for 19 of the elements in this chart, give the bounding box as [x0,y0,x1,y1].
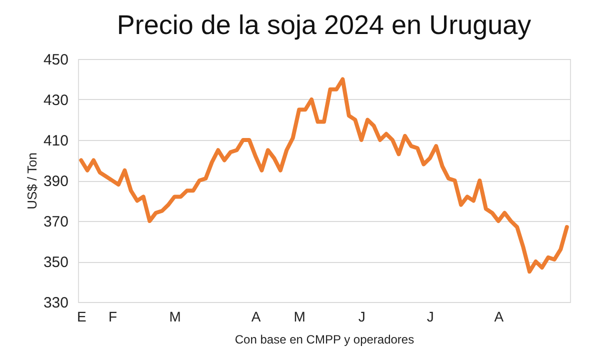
y-axis-title: US$ / Ton [24,152,40,210]
y-tick-label: 410 [43,132,68,150]
y-tick-label: 390 [43,173,68,190]
y-tick-label: 330 [43,294,68,312]
y-tick-label: 350 [43,254,68,271]
x-tick-label: M [294,308,306,324]
y-tick-label: 430 [43,92,68,109]
x-tick-label: E [76,308,86,324]
x-tick-label: A [251,308,262,324]
chart-title: Precio de la soja 2024 en Uruguay [116,10,532,40]
y-tick-label: 450 [43,52,68,68]
x-tick-label: J [358,308,366,324]
x-tick-label: M [169,308,181,324]
x-tick-label: J [426,308,434,324]
x-tick-label: F [108,308,118,324]
line-series [79,77,569,274]
text: Con base en CMPP y operadores [234,332,414,346]
x-tick-label: A [494,308,504,324]
y-tick-label: 370 [43,214,68,230]
